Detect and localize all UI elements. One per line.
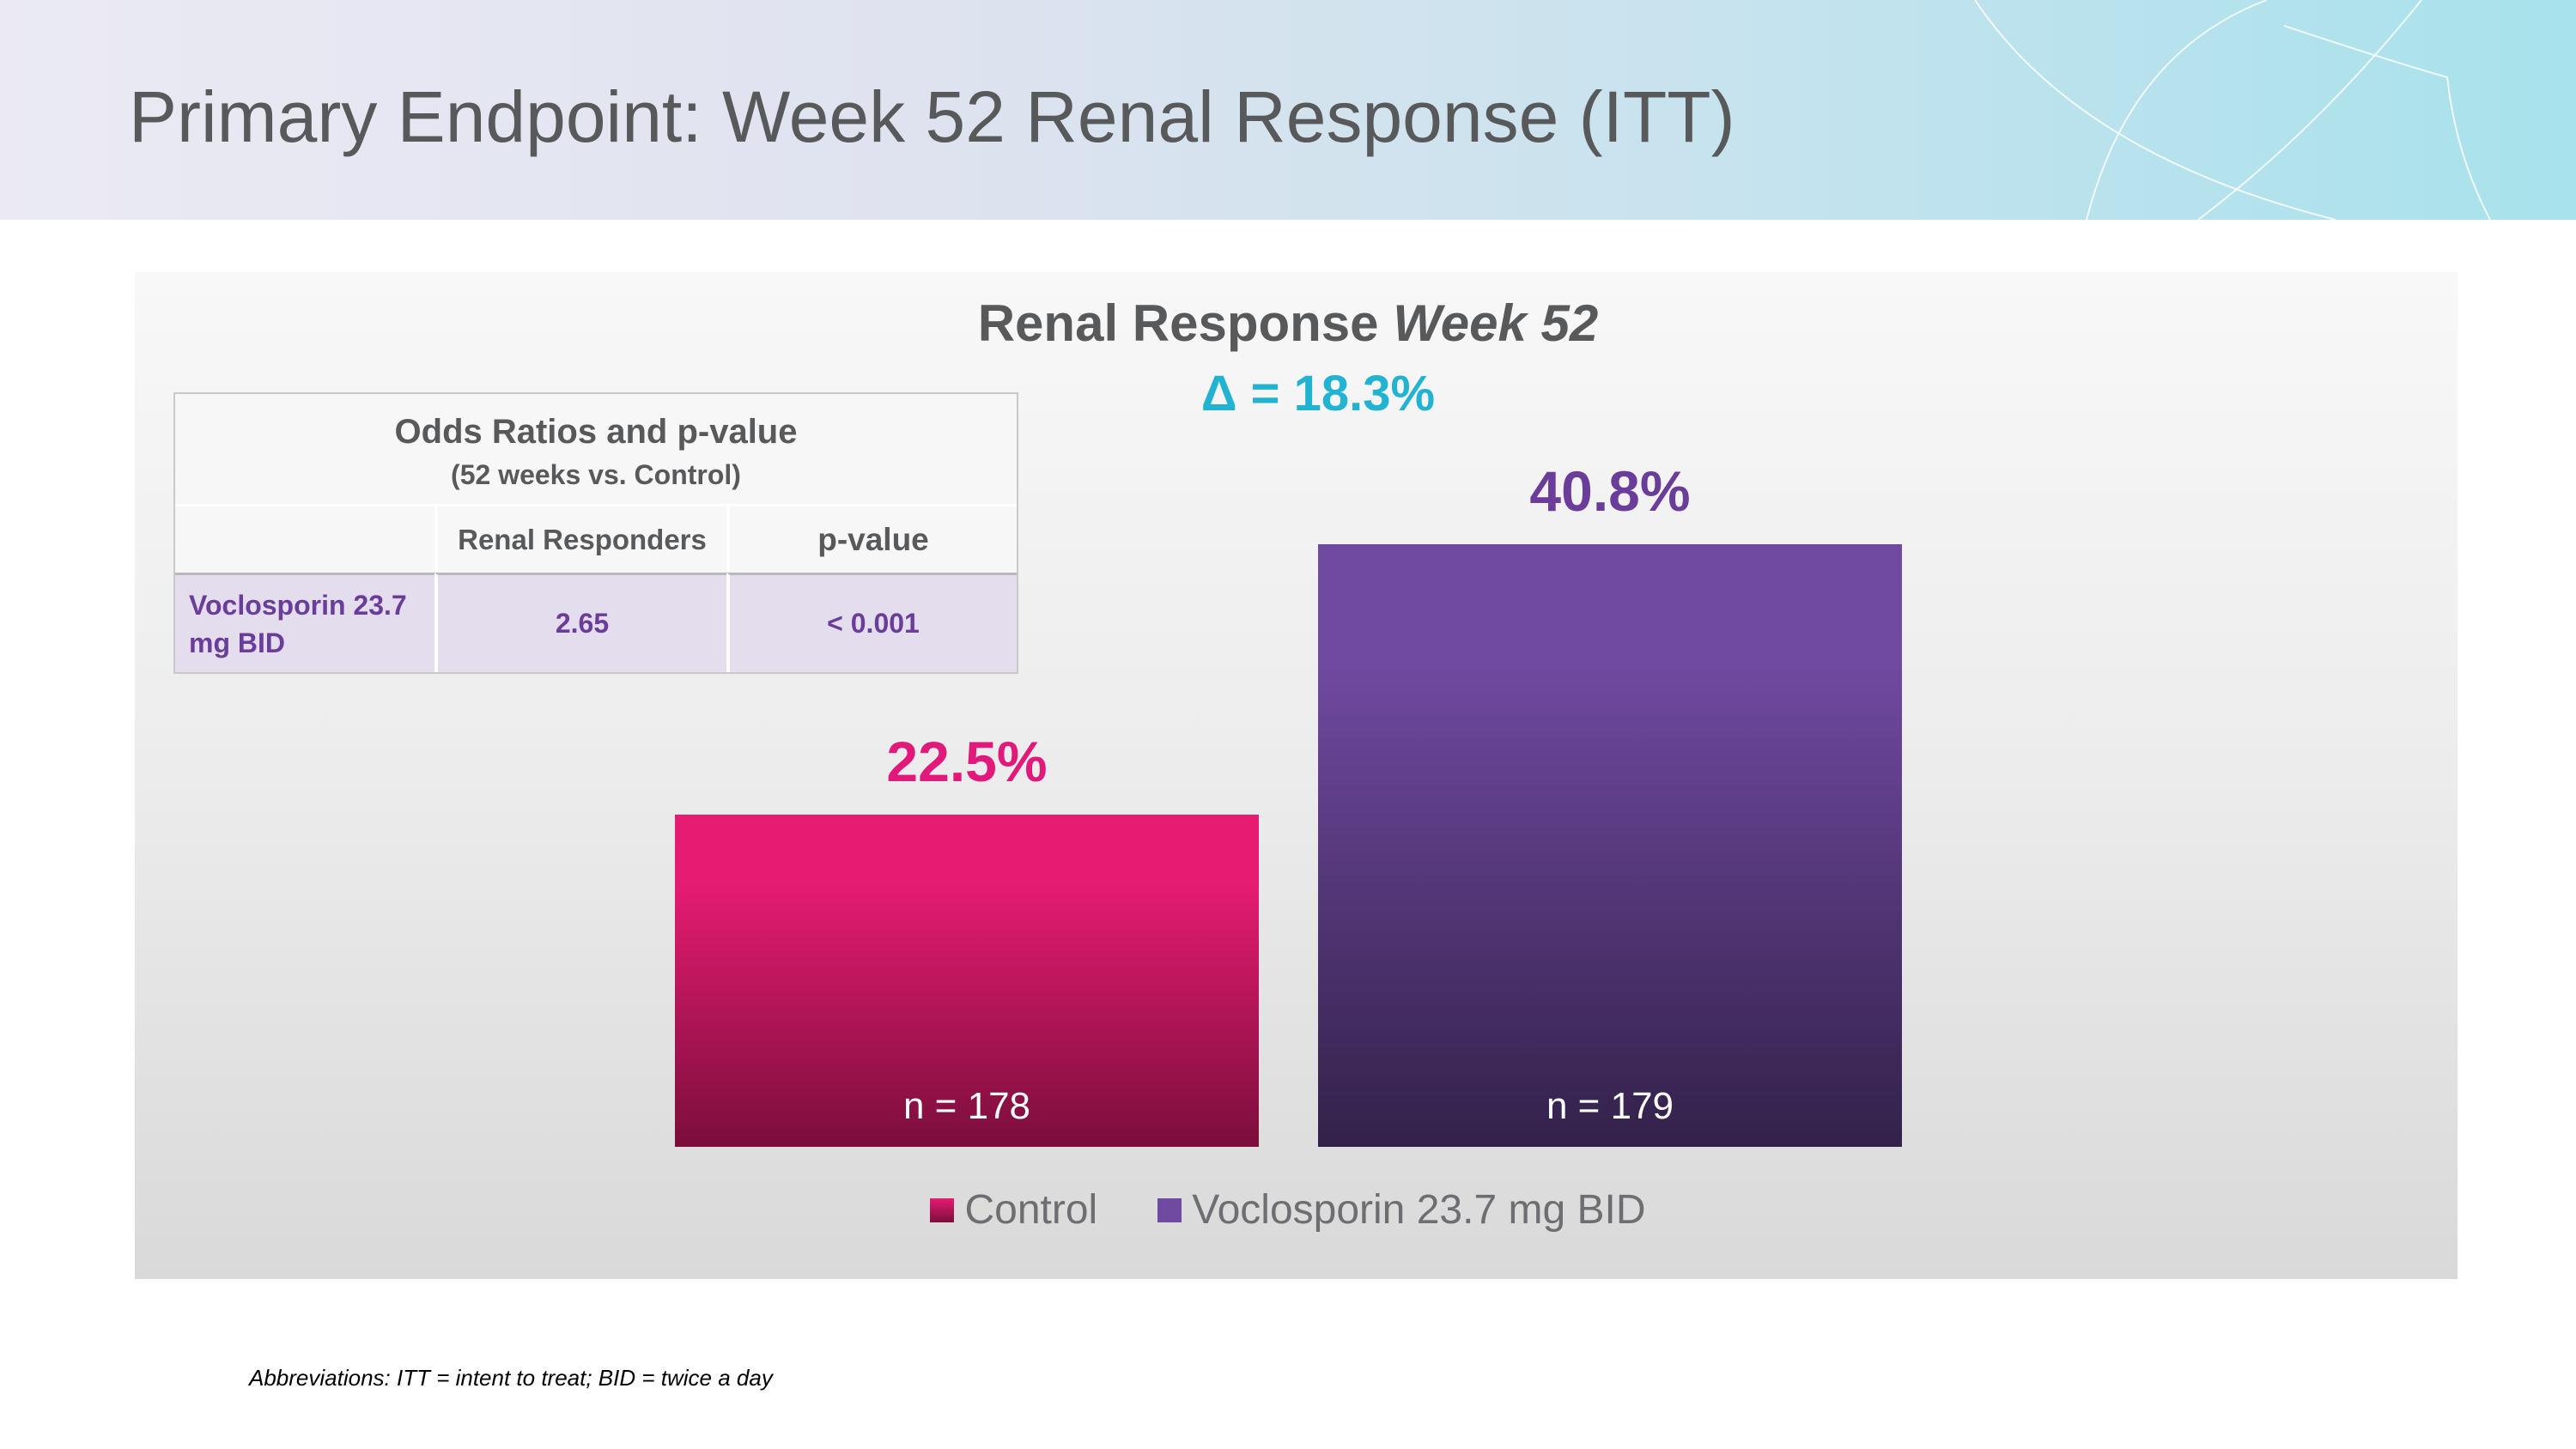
legend-item-voclosporin: Voclosporin 23.7 mg BID (1157, 1186, 1646, 1234)
col-header-renal-responders: Renal Responders (434, 504, 726, 573)
legend-item-control: Control (930, 1186, 1097, 1234)
legend-swatch-control (930, 1197, 955, 1222)
chart-title: Renal Response Week 52 (859, 294, 1717, 353)
decorative-arcs (1974, 0, 2491, 220)
bar-voclosporin-n-label: n = 179 (1546, 1084, 1674, 1127)
bar-control-value-label: 22.5% (886, 730, 1048, 793)
cell-p-value: < 0.001 (726, 573, 1017, 672)
bar-voclosporin: n = 179 (1318, 544, 1902, 1147)
legend-label-voclosporin: Voclosporin 23.7 mg BID (1192, 1187, 1646, 1233)
chart-title-italic: Week 52 (1393, 294, 1599, 352)
footnote: Abbreviations: ITT = intent to treat; BI… (249, 1365, 773, 1391)
slide-title: Primary Endpoint: Week 52 Renal Response… (129, 76, 1735, 157)
table-title: Odds Ratios and p-value (394, 413, 798, 451)
legend-label-control: Control (964, 1187, 1098, 1233)
table-header: Odds Ratios and p-value (52 weeks vs. Co… (175, 394, 1017, 504)
odds-ratio-table: Odds Ratios and p-value (52 weeks vs. Co… (173, 392, 1018, 674)
col-header-empty (175, 504, 434, 573)
chart-title-main: Renal Response (977, 294, 1394, 352)
header-banner: Primary Endpoint: Week 52 Renal Response… (0, 0, 2576, 220)
cell-renal-responders: 2.65 (434, 573, 726, 672)
col-header-p-value: p-value (726, 504, 1017, 573)
row-label-voclosporin: Voclosporin 23.7 mg BID (175, 573, 434, 672)
chart-legend: Control Voclosporin 23.7 mg BID (0, 1186, 2576, 1234)
bar-control: n = 178 (675, 815, 1259, 1147)
table-subtitle: (52 weeks vs. Control) (451, 459, 741, 490)
legend-swatch-voclosporin (1157, 1197, 1182, 1222)
delta-label: Δ = 18.3% (1200, 366, 1436, 421)
bar-voclosporin-value-label: 40.8% (1529, 459, 1691, 524)
bar-control-n-label: n = 178 (902, 1085, 1031, 1127)
